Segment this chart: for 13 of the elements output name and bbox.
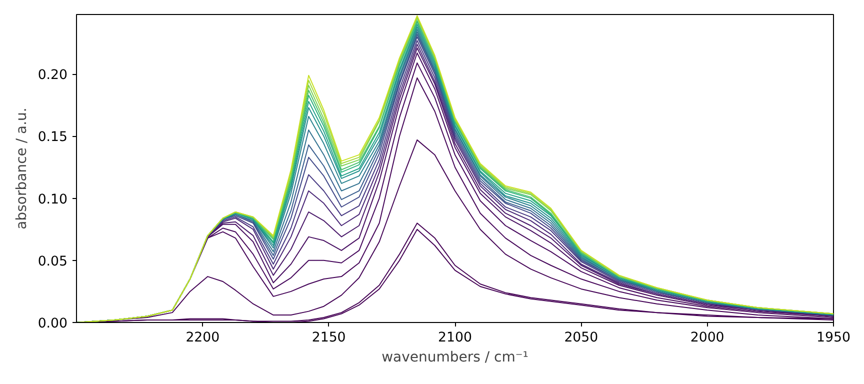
- x-tick-label: 2200: [186, 330, 220, 346]
- x-tick-label: 2000: [690, 330, 724, 346]
- y-axis-title: absorbance / a.u.: [14, 108, 30, 230]
- y-tick-label: 0.05: [38, 254, 68, 270]
- x-axis-title: wavenumbers / cm⁻¹: [382, 350, 528, 366]
- x-tick-label: 2100: [438, 330, 472, 346]
- x-tick-label: 1950: [816, 330, 850, 346]
- y-tick-label: 0.20: [38, 68, 68, 84]
- x-tick-label: 2050: [564, 330, 598, 346]
- y-tick-label: 0.00: [38, 316, 68, 332]
- x-tick-label: 2150: [312, 330, 346, 346]
- y-tick-label: 0.10: [38, 192, 68, 208]
- y-tick-label: 0.15: [38, 130, 68, 146]
